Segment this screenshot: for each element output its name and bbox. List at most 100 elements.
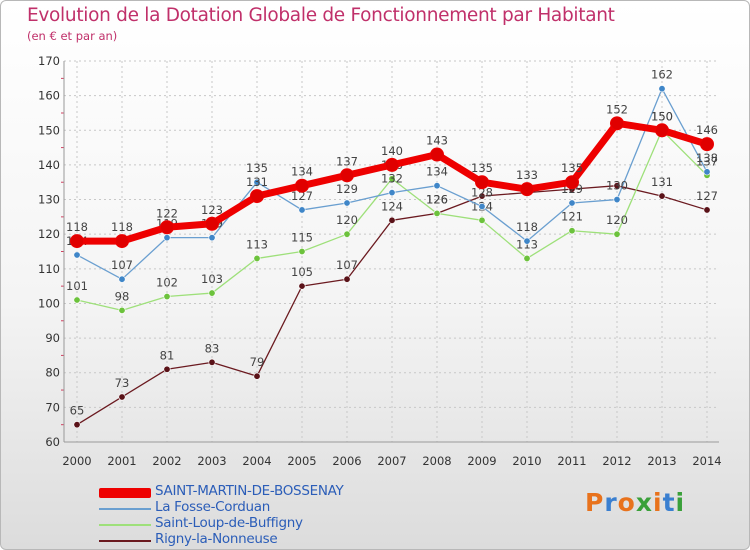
logo-letter: t: [662, 488, 676, 517]
y-tick-label: 150: [38, 123, 60, 137]
data-point: [433, 209, 441, 217]
data-label: 98: [115, 289, 130, 303]
data-point: [295, 178, 309, 193]
data-label: 137: [696, 154, 718, 168]
data-label: 135: [561, 161, 583, 175]
data-label: 81: [160, 348, 175, 362]
x-tick-label: 2009: [467, 454, 496, 468]
legend-item: Rigny-la-Nonneuse: [99, 531, 429, 549]
data-point: [568, 199, 576, 207]
data-label: 135: [471, 161, 493, 175]
data-point: [388, 216, 396, 224]
data-label: 138: [696, 151, 718, 165]
data-label: 134: [426, 165, 448, 179]
data-label: 133: [516, 168, 538, 182]
x-tick-label: 2007: [377, 454, 406, 468]
data-point: [208, 358, 216, 366]
data-point: [613, 182, 621, 190]
x-tick-label: 2001: [107, 454, 136, 468]
data-label: 118: [111, 220, 133, 234]
data-point: [613, 230, 621, 238]
y-tick-label: 80: [45, 366, 60, 380]
data-point: [343, 275, 351, 283]
data-label: 162: [651, 68, 673, 82]
x-tick-label: 2005: [287, 454, 316, 468]
data-point: [610, 116, 624, 131]
proxiti-logo[interactable]: Proxiti: [585, 488, 685, 517]
data-label: 146: [696, 123, 718, 137]
data-label: 120: [606, 213, 628, 227]
data-label: 103: [201, 272, 223, 286]
data-point: [565, 175, 579, 190]
series-la-fosse-corduan: 1141071191191351271291321341281181291301…: [66, 68, 718, 283]
y-tick-label: 170: [38, 54, 60, 68]
data-label: 135: [246, 161, 268, 175]
data-point: [343, 199, 351, 207]
data-label: 131: [651, 175, 673, 189]
data-point: [73, 296, 81, 304]
data-label: 120: [336, 213, 358, 227]
x-tick-label: 2006: [332, 454, 361, 468]
data-point: [658, 192, 666, 200]
y-tick-label: 160: [38, 89, 60, 103]
y-tick-label: 140: [38, 158, 60, 172]
y-tick-label: 70: [45, 400, 60, 414]
logo-letter: r: [604, 488, 618, 517]
data-point: [700, 137, 714, 152]
legend-label: Rigny-la-Nonneuse: [155, 531, 278, 547]
x-tick-label: 2000: [62, 454, 91, 468]
data-label: 124: [381, 199, 403, 213]
data-point: [70, 234, 84, 249]
data-label: 118: [516, 220, 538, 234]
data-label: 123: [201, 203, 223, 217]
data-point: [160, 220, 174, 235]
data-point: [388, 175, 396, 183]
legend-swatch: [99, 508, 151, 510]
data-label: 143: [426, 134, 448, 148]
data-label: 115: [291, 231, 313, 245]
data-point: [430, 147, 444, 162]
data-label: 150: [651, 109, 673, 123]
data-point: [118, 306, 126, 314]
chart-subtitle: (en € et par an): [27, 29, 118, 43]
data-label: 129: [336, 182, 358, 196]
x-tick-label: 2013: [647, 454, 676, 468]
data-point: [523, 254, 531, 262]
data-point: [385, 157, 399, 172]
data-point: [388, 189, 396, 197]
data-point: [478, 202, 486, 210]
y-tick-label: 120: [38, 227, 60, 241]
legend-item: Saint-Loup-de-Buffigny: [99, 515, 429, 533]
data-label: 127: [291, 189, 313, 203]
data-label: 102: [156, 276, 178, 290]
legend-label: Saint-Loup-de-Buffigny: [155, 515, 303, 531]
y-tick-label: 100: [38, 296, 60, 310]
data-point: [253, 254, 261, 262]
data-point: [73, 251, 81, 259]
data-point: [475, 175, 489, 190]
series-saint-martin-de-bossenay: 118 118 122 123 131 134 137 140 143 135 133 135 152 1…: [66, 102, 718, 249]
data-point: [703, 168, 711, 176]
data-point: [298, 206, 306, 214]
data-point: [568, 227, 576, 235]
data-point: [208, 289, 216, 297]
data-label: 107: [336, 258, 358, 272]
data-point: [253, 372, 261, 380]
x-tick-label: 2014: [692, 454, 721, 468]
legend-item: La Fosse-Corduan: [99, 499, 429, 517]
chart-title: Evolution de la Dotation Globale de Fonc…: [27, 5, 615, 26]
data-label: 140: [381, 144, 403, 158]
data-point: [658, 85, 666, 93]
data-point: [115, 234, 129, 249]
y-tick-label: 110: [38, 262, 60, 276]
x-tick-label: 2002: [152, 454, 181, 468]
data-label: 132: [381, 172, 403, 186]
legend-swatch: [99, 488, 151, 498]
y-tick-label: 90: [45, 331, 60, 345]
data-point: [520, 182, 534, 197]
data-point: [478, 216, 486, 224]
x-tick-label: 2004: [242, 454, 271, 468]
logo-letter: P: [585, 488, 605, 517]
